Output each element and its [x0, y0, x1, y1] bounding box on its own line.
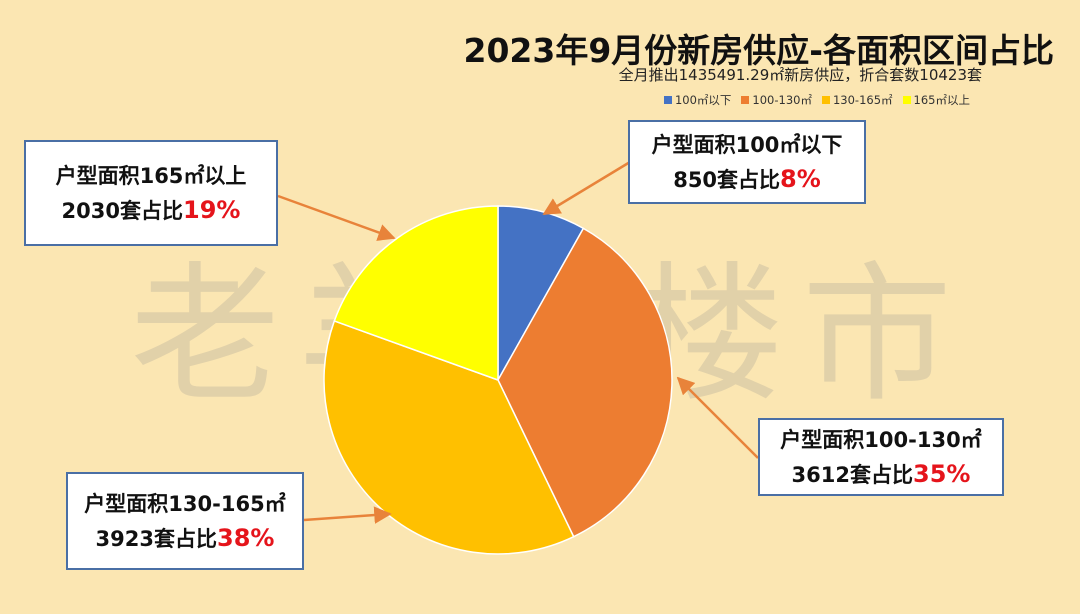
arrow-100-130: [676, 376, 759, 459]
pie-slice-under-100: [497, 205, 585, 383]
callout-over-165: 户型面积165㎡以上 2030套占比19%: [24, 140, 278, 246]
callout-units-text: 3612套占比: [791, 462, 913, 487]
callout-100-130: 户型面积100-130㎡ 3612套占比35%: [758, 418, 1004, 496]
callout-area-label: 户型面积100㎡以下: [651, 132, 843, 157]
chart-subtitle: 全月推出1435491.29㎡新房供应，折合套数10423套: [618, 66, 982, 84]
arrow-over-165: [277, 194, 396, 241]
callout-percent: 35%: [913, 459, 971, 488]
callout-units-line: 3923套占比38%: [96, 521, 275, 556]
legend-item: 100㎡以下: [663, 92, 732, 108]
callout-percent: 19%: [183, 195, 241, 224]
callout-units-text: 3923套占比: [95, 526, 217, 551]
callout-percent: 8%: [780, 164, 821, 193]
legend-swatch: [821, 96, 830, 104]
callout-area-label: 户型面积165㎡以上: [55, 163, 247, 188]
legend-item: 165㎡以上: [902, 92, 970, 108]
callout-units-line: 3612套占比35%: [792, 457, 971, 492]
pie-slice-over-165: [333, 205, 499, 382]
legend-label: 165㎡以上: [913, 93, 970, 107]
callout-percent: 38%: [217, 523, 275, 552]
callout-units-text: 2030套占比: [61, 198, 183, 223]
legend-swatch: [741, 96, 750, 104]
legend-item: 100-130㎡: [741, 92, 812, 108]
legend-label: 100㎡以下: [674, 93, 732, 107]
callout-units-line: 850套占比8%: [673, 162, 821, 197]
chart-legend: 100㎡以下 100-130㎡ 130-165㎡ 165㎡以上: [663, 92, 970, 108]
legend-swatch: [663, 96, 672, 104]
chart-title: 2023年9月份新房供应-各面积区间占比: [463, 31, 1054, 70]
arrow-130-165: [303, 506, 392, 524]
pie-slice-100-130: [497, 227, 673, 538]
callout-units-line: 2030套占比19%: [62, 193, 241, 228]
legend-item: 130-165㎡: [821, 92, 893, 108]
callout-area-label: 户型面积130-165㎡: [84, 491, 286, 516]
legend-label: 130-165㎡: [832, 93, 893, 107]
callout-area-label: 户型面积100-130㎡: [780, 427, 982, 452]
callout-units-text: 850套占比: [673, 167, 781, 192]
arrow-under-100: [542, 160, 631, 216]
callout-under-100: 户型面积100㎡以下 850套占比8%: [628, 120, 866, 204]
legend-swatch: [902, 96, 911, 104]
callout-130-165: 户型面积130-165㎡ 3923套占比38%: [66, 472, 304, 570]
legend-label: 100-130㎡: [752, 93, 812, 107]
